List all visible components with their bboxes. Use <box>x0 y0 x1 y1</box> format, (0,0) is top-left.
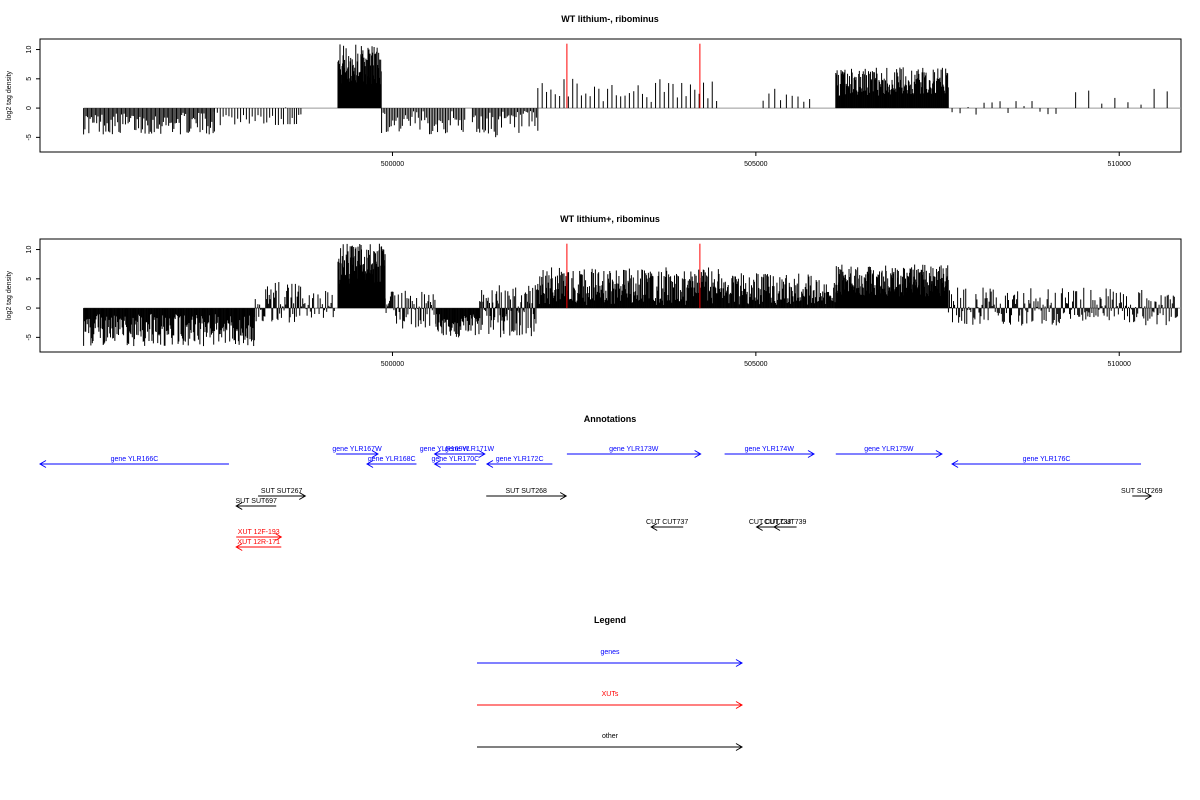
annotation-label: gene YLR168C <box>368 456 416 463</box>
arrow-head <box>650 523 658 531</box>
y-tick-label: -5 <box>26 334 33 340</box>
arrow-head <box>935 450 943 458</box>
annotation-label: gene YLR169W <box>420 446 470 453</box>
arrow-head <box>366 460 374 468</box>
annotation-label: gene YLR171W <box>445 446 495 453</box>
x-tick-label: 505000 <box>744 361 767 368</box>
legend-label: genes <box>600 649 620 656</box>
y-axis-label: log2 tag density <box>6 270 13 320</box>
arrow-head <box>275 533 283 541</box>
annotation-label: gene YLR174W <box>745 446 795 453</box>
arrow-head <box>299 492 307 500</box>
arrow-head <box>807 450 815 458</box>
legend: Legend genes XUTs other <box>477 615 743 751</box>
arrow-head <box>39 460 47 468</box>
annotation-label: gene YLR173W <box>609 446 659 453</box>
annotation-label: SUT SUT269 <box>1121 488 1163 495</box>
arrow-head <box>773 523 781 531</box>
y-tick-label: 5 <box>26 77 33 81</box>
annotation-label: SUT SUT268 <box>505 488 547 495</box>
plot-frame <box>39 38 1182 153</box>
legend-title: Legend <box>594 615 626 625</box>
arrow-head <box>559 492 568 500</box>
arrow-head <box>235 543 243 551</box>
arrow-head <box>485 460 494 468</box>
arrow-head <box>1144 492 1153 500</box>
legend-label: XUTs <box>602 691 619 698</box>
x-tick-label: 510000 <box>1108 161 1131 168</box>
arrow-head <box>694 450 702 458</box>
arrow-head <box>755 523 763 531</box>
annotation-label: CUT CUT739 <box>764 519 806 526</box>
bars <box>83 44 1168 138</box>
annotation-label: XUT 12F-193 <box>238 529 280 536</box>
annotation-label: SUT SUT697 <box>235 498 277 505</box>
panel-2: WT lithium+, ribominus -5 0 5 10 log2 tag den… <box>6 214 1182 368</box>
annotation-label: gene YLR167W <box>332 446 382 453</box>
bars <box>83 243 1178 347</box>
arrow-head <box>735 743 743 751</box>
chart-title: WT lithium+, ribominus <box>560 214 660 224</box>
annotation-label: gene YLR166C <box>111 456 159 463</box>
arrow-head <box>951 460 959 468</box>
arrow-head <box>235 502 243 510</box>
arrow-head <box>433 460 441 468</box>
arrow-head <box>735 701 743 709</box>
annotation-label: gene YLR175W <box>864 446 914 453</box>
y-tick-label: 10 <box>26 46 33 54</box>
annotation-label: gene YLR170C <box>431 456 479 463</box>
panel-1: WT lithium-, ribominus -5 0 5 10 log2 tag den… <box>6 14 1182 168</box>
annotation-label: gene YLR176C <box>1023 456 1071 463</box>
arrow-head <box>478 450 486 458</box>
arrow-head <box>433 450 441 458</box>
annotation-label: XUT 12R-171 <box>237 539 280 546</box>
arrow-head <box>371 450 379 458</box>
annotation-label: CUT CUT738 <box>749 519 791 526</box>
chart-title: WT lithium-, ribominus <box>561 14 659 24</box>
plot-frame <box>39 238 1182 353</box>
y-tick-label: 10 <box>26 246 33 254</box>
y-axis-label: log2 tag density <box>6 70 13 120</box>
annotation-label: SUT SUT267 <box>261 488 303 495</box>
arrow-head <box>735 659 743 667</box>
x-tick-label: 500000 <box>381 161 404 168</box>
annotation-label: gene YLR172C <box>496 456 544 463</box>
y-tick-label: 0 <box>26 306 33 310</box>
y-tick-label: 0 <box>26 106 33 110</box>
x-tick-label: 500000 <box>381 361 404 368</box>
x-tick-label: 505000 <box>744 161 767 168</box>
annotation-label: CUT CUT737 <box>646 519 688 526</box>
x-tick-label: 510000 <box>1108 361 1131 368</box>
legend-label: other <box>602 733 619 740</box>
y-tick-label: 5 <box>26 277 33 281</box>
y-tick-label: -5 <box>26 134 33 140</box>
annotations-title: Annotations <box>584 414 637 424</box>
